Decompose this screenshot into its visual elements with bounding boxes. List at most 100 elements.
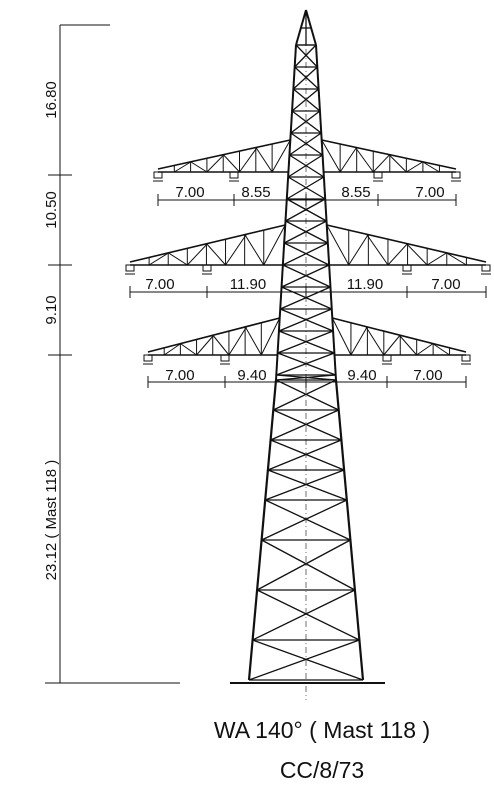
span-label: 7.00 bbox=[431, 276, 460, 293]
arm-web bbox=[244, 233, 265, 266]
arm-web bbox=[365, 326, 385, 356]
member bbox=[264, 469, 345, 501]
member bbox=[291, 88, 320, 112]
arm-web bbox=[426, 252, 448, 266]
member bbox=[290, 132, 323, 156]
arm-web bbox=[406, 161, 424, 173]
member bbox=[252, 589, 356, 641]
arm-web bbox=[206, 243, 226, 266]
member bbox=[294, 44, 317, 68]
arm-web bbox=[350, 326, 368, 356]
span-label: 7.00 bbox=[165, 367, 194, 384]
span-label: 8.55 bbox=[341, 184, 370, 201]
member bbox=[283, 220, 327, 244]
arm-web bbox=[263, 224, 286, 266]
span-label: 9.40 bbox=[237, 367, 266, 384]
insulator bbox=[382, 354, 392, 362]
arm-web bbox=[225, 233, 247, 266]
arm-web bbox=[148, 252, 170, 266]
insulator bbox=[143, 354, 153, 362]
arm-web bbox=[432, 343, 450, 356]
arm-web bbox=[228, 326, 248, 356]
insulator bbox=[461, 354, 471, 362]
member bbox=[292, 88, 321, 112]
arm-web bbox=[190, 161, 208, 173]
member bbox=[278, 308, 333, 332]
arm-web bbox=[180, 343, 197, 356]
member bbox=[287, 154, 323, 178]
member bbox=[279, 286, 331, 310]
arm-web bbox=[331, 317, 352, 356]
member bbox=[291, 110, 322, 134]
member bbox=[270, 439, 345, 471]
insulator bbox=[451, 171, 461, 179]
member bbox=[267, 469, 348, 501]
arm-web bbox=[255, 146, 273, 173]
arm-web bbox=[326, 224, 350, 266]
member bbox=[275, 379, 339, 411]
member bbox=[285, 198, 326, 222]
arm-web bbox=[398, 334, 418, 356]
arm-web bbox=[348, 233, 369, 266]
span-label: 11.90 bbox=[347, 276, 383, 293]
height-label: 10.50 bbox=[43, 191, 60, 229]
arm-web bbox=[174, 161, 192, 173]
arm-web bbox=[244, 326, 262, 356]
mast-leg bbox=[275, 44, 297, 381]
height-label: 23.12 ( Mast 118 ) bbox=[43, 460, 60, 581]
height-label: 9.10 bbox=[43, 295, 60, 324]
member bbox=[273, 409, 342, 441]
arm-web bbox=[321, 139, 341, 173]
span-label: 9.40 bbox=[347, 367, 376, 384]
span-label: 11.90 bbox=[230, 276, 266, 293]
member bbox=[261, 539, 356, 591]
member bbox=[256, 539, 351, 591]
member bbox=[286, 176, 325, 200]
arm-web bbox=[406, 243, 428, 266]
arm-web bbox=[167, 252, 188, 266]
member bbox=[264, 499, 351, 541]
member bbox=[289, 154, 325, 178]
tower-drawing bbox=[45, 9, 491, 700]
arm-web bbox=[422, 161, 440, 173]
insulator bbox=[220, 354, 230, 362]
mast-leg bbox=[315, 44, 337, 381]
member bbox=[252, 639, 364, 681]
caption-code: CC/8/73 bbox=[280, 757, 364, 783]
member bbox=[282, 242, 329, 266]
insulator bbox=[229, 171, 239, 179]
arm-web bbox=[387, 243, 408, 266]
arm-chord bbox=[332, 317, 467, 353]
insulator bbox=[125, 264, 135, 272]
insulator bbox=[481, 264, 491, 272]
member bbox=[281, 264, 330, 288]
arm-web bbox=[222, 154, 240, 173]
arm-web bbox=[339, 146, 358, 173]
member bbox=[256, 589, 360, 641]
insulator bbox=[202, 264, 212, 272]
span-label: 7.00 bbox=[415, 184, 444, 201]
arm-web bbox=[206, 154, 225, 173]
arm-web bbox=[196, 334, 215, 356]
insulator bbox=[373, 171, 383, 179]
arm-web bbox=[366, 233, 389, 266]
member bbox=[292, 66, 318, 90]
arm-web bbox=[372, 154, 391, 173]
member bbox=[294, 66, 320, 90]
member bbox=[273, 379, 337, 411]
member bbox=[276, 352, 335, 376]
arm-web bbox=[388, 154, 407, 173]
member bbox=[267, 439, 342, 471]
arm-web bbox=[260, 317, 281, 356]
arm-web bbox=[445, 252, 467, 266]
arm-web bbox=[186, 243, 208, 266]
member bbox=[270, 409, 339, 441]
span-label: 7.00 bbox=[175, 184, 204, 201]
arm-web bbox=[163, 343, 182, 356]
span-label: 8.55 bbox=[241, 184, 270, 201]
member bbox=[289, 132, 322, 156]
member bbox=[277, 330, 334, 354]
caption-title: WA 140° ( Mast 118 ) bbox=[214, 717, 430, 743]
arm-web bbox=[271, 139, 291, 173]
